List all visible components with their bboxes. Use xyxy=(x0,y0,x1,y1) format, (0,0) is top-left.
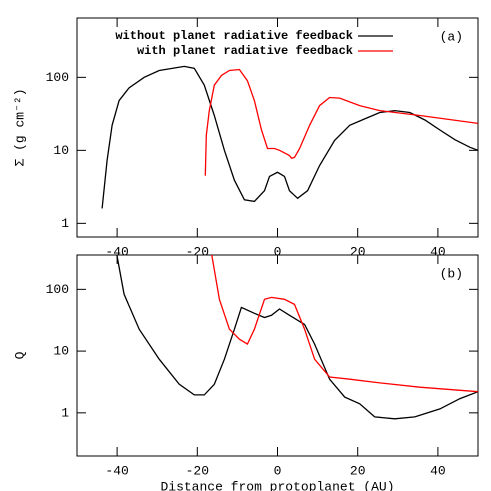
x-tick-label: 40 xyxy=(430,463,446,478)
y-axis-label: Σ (g cm⁻²) xyxy=(12,88,27,166)
x-tick-label: 0 xyxy=(274,244,282,259)
x-tick-label: 20 xyxy=(350,244,366,259)
y-tick-label: 100 xyxy=(46,282,69,297)
x-tick-label: 40 xyxy=(430,244,446,259)
legend-label: with planet radiative feedback xyxy=(137,44,353,58)
series-line xyxy=(101,65,478,209)
x-tick-label: -40 xyxy=(105,463,128,478)
y-tick-label: 1 xyxy=(61,216,69,231)
y-tick-label: 100 xyxy=(46,70,69,85)
x-tick-label: -40 xyxy=(105,244,128,259)
y-tick-label: 10 xyxy=(53,143,69,158)
series-line xyxy=(211,255,478,393)
legend-label: without planet radiative feedback xyxy=(115,29,353,43)
plot-area xyxy=(116,255,478,420)
panel-label: (a) xyxy=(440,29,463,44)
x-tick-label: 0 xyxy=(274,463,282,478)
x-tick-label: -20 xyxy=(186,244,209,259)
y-tick-label: 10 xyxy=(53,344,69,359)
y-tick-label: 1 xyxy=(61,405,69,420)
y-axis-label: Q xyxy=(12,351,27,359)
x-axis-label: Distance from protoplanet (AU) xyxy=(160,479,394,491)
plot-area xyxy=(101,65,478,209)
panel-label: (b) xyxy=(440,266,463,281)
series-line xyxy=(204,68,478,176)
x-tick-label: -20 xyxy=(186,463,209,478)
plot-frame xyxy=(76,254,479,457)
series-line xyxy=(116,255,478,420)
x-tick-label: 20 xyxy=(350,463,366,478)
